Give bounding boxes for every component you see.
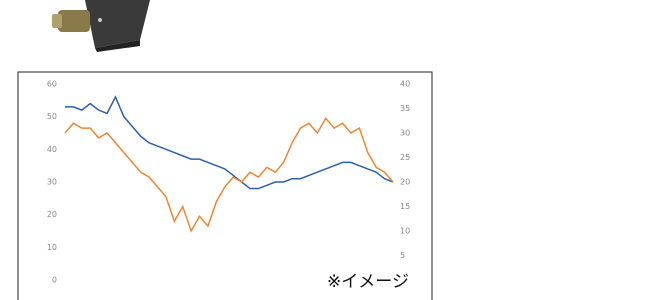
y-tick-label: 60 bbox=[47, 80, 57, 89]
y2-tick-label: 10 bbox=[400, 227, 410, 236]
product-image bbox=[52, 0, 150, 52]
annotation: ※イメージ bbox=[327, 272, 409, 292]
y2-tick-label: 20 bbox=[400, 178, 410, 187]
screenshot: 0 10 20 30 40 50 60 5 10 15 20 25 30 35 40 ※イメージ bbox=[0, 0, 668, 300]
y2-tick-label: 5 bbox=[400, 251, 405, 260]
page: {"chart_data": {"type": "line", "annotat… bbox=[0, 0, 668, 300]
y-tick-label: 10 bbox=[47, 243, 57, 252]
y2-tick-label: 30 bbox=[400, 129, 410, 138]
y2-tick-label: 40 bbox=[400, 80, 410, 89]
y2-tick-label: 25 bbox=[400, 153, 410, 162]
y-tick-label: 20 bbox=[47, 210, 57, 219]
y2-tick-label: 15 bbox=[400, 202, 410, 211]
y-tick-label: 40 bbox=[47, 145, 57, 154]
y2-tick-label: 35 bbox=[400, 104, 410, 113]
y-tick-label: 0 bbox=[52, 276, 57, 285]
y-tick-label: 30 bbox=[47, 178, 57, 187]
y-tick-label: 50 bbox=[47, 112, 57, 121]
